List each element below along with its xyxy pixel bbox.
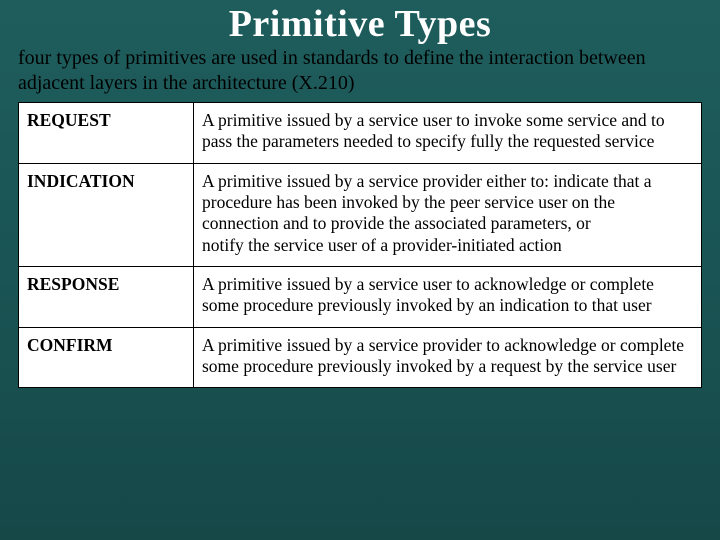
primitive-name-cell: REQUEST [19, 103, 194, 164]
slide-subtitle: four types of primitives are used in sta… [0, 46, 720, 102]
table-row: REQUEST A primitive issued by a service … [19, 103, 702, 164]
table-body: REQUEST A primitive issued by a service … [19, 103, 702, 388]
table-row: CONFIRM A primitive issued by a service … [19, 327, 702, 388]
primitive-name-cell: CONFIRM [19, 327, 194, 388]
primitive-desc-cell: A primitive issued by a service provider… [194, 163, 702, 266]
primitive-types-table: REQUEST A primitive issued by a service … [18, 102, 702, 388]
primitive-name-cell: INDICATION [19, 163, 194, 266]
primitive-desc-cell: A primitive issued by a service provider… [194, 327, 702, 388]
primitive-desc-cell: A primitive issued by a service user to … [194, 103, 702, 164]
primitive-name-cell: RESPONSE [19, 267, 194, 328]
table-row: RESPONSE A primitive issued by a service… [19, 267, 702, 328]
primitive-desc-cell: A primitive issued by a service user to … [194, 267, 702, 328]
table-row: INDICATION A primitive issued by a servi… [19, 163, 702, 266]
slide-title: Primitive Types [0, 0, 720, 46]
